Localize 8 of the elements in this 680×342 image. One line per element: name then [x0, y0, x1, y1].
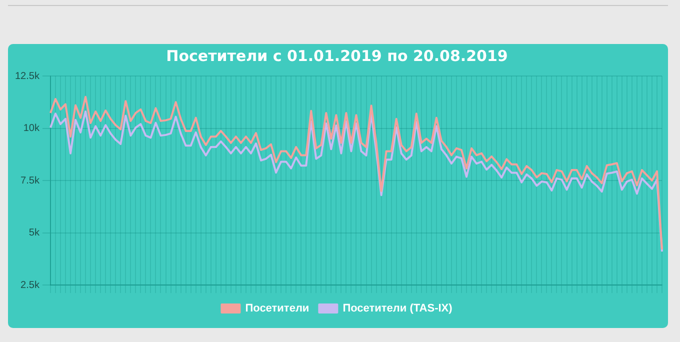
chart-title: Посетители с 01.01.2019 по 20.08.2019: [166, 46, 508, 65]
y-tick-label: 7.5k: [20, 175, 40, 186]
y-tick-label: 10k: [23, 123, 40, 134]
y-tick-label: 12.5k: [14, 70, 40, 82]
legend-label: Посетители (TAS-IX): [342, 302, 453, 315]
y-tick-label: 2.5k: [20, 280, 40, 291]
y-tick-label: 5k: [28, 228, 40, 238]
legend-label: Посетители: [245, 302, 310, 315]
